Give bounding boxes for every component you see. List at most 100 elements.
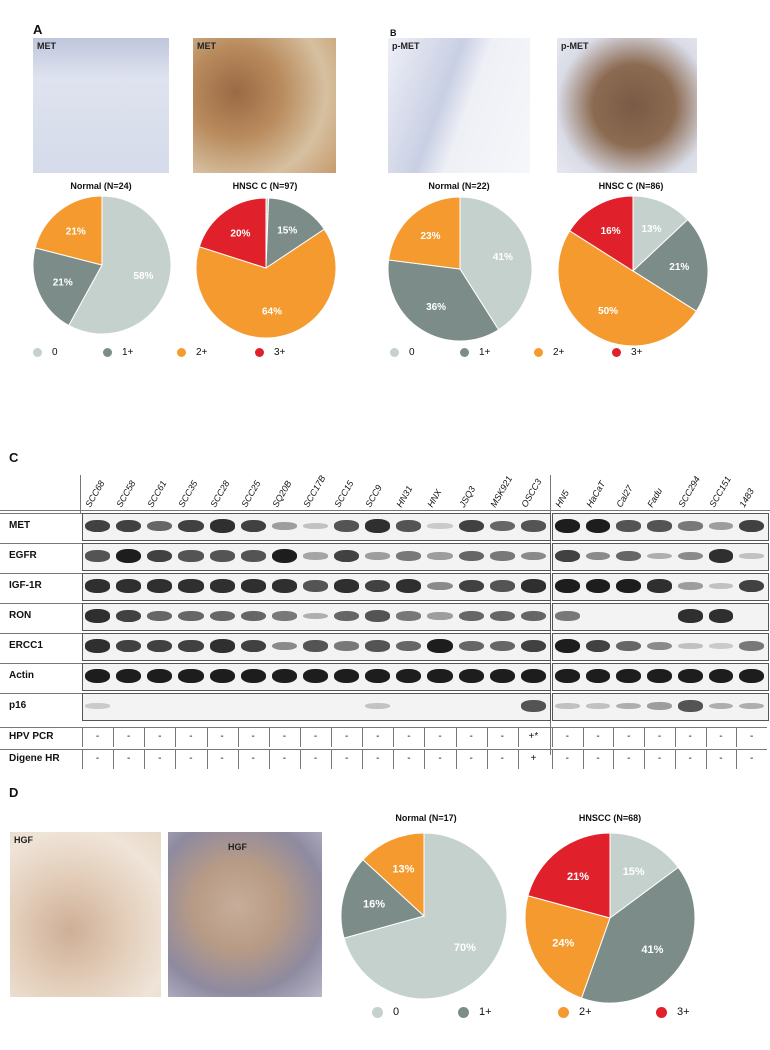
blot-band [647, 579, 672, 593]
divider [144, 727, 146, 747]
legend-item: 0 [33, 347, 95, 358]
pcr-cell: - [657, 753, 662, 764]
blot-band [555, 703, 580, 709]
pie-chart-normal-hgf: 70% 16% 13% [340, 832, 508, 1000]
divider [455, 727, 457, 747]
pcr-cell: - [596, 731, 600, 742]
blot-band [334, 610, 360, 622]
divider [517, 727, 519, 747]
blot-band [178, 550, 204, 562]
legend-swatch [558, 1006, 569, 1018]
pcr-cell: - [251, 753, 255, 764]
normal-tissue-met-image: MET [33, 38, 169, 173]
divider [206, 749, 208, 769]
legend-a: 0 1+ 2+ 3+ [33, 347, 285, 358]
blot-band [616, 579, 642, 593]
divider [113, 749, 115, 769]
row-label: IGF-1R [9, 580, 42, 591]
row-label: p16 [9, 700, 27, 711]
blot-band [365, 703, 391, 709]
legend-item: 0 [390, 347, 452, 358]
blot-band [147, 549, 173, 563]
divider [674, 727, 676, 747]
pcr-cell: - [596, 753, 600, 764]
pcr-cell: - [344, 731, 349, 742]
blot-band [85, 609, 111, 623]
pie-slice-2plus [195, 228, 337, 339]
pie-slice-2plus [362, 832, 425, 918]
pcr-cell: - [749, 753, 754, 764]
pie-slice-label: 58% [133, 271, 153, 282]
blot-band [616, 640, 642, 652]
blot-band [302, 612, 329, 620]
pie-slice-0 [632, 195, 689, 273]
divider [299, 749, 301, 769]
pie-slice-label: 36% [426, 302, 446, 313]
blot-band [178, 519, 204, 533]
blot-band [520, 551, 546, 561]
blot-band [396, 611, 422, 621]
pcr-cell: - [189, 753, 193, 764]
blot-band [616, 550, 642, 562]
blot-band [677, 521, 703, 531]
pie-title-hnscc-hgf: HNSCC (N=68) [578, 813, 642, 823]
image-label: MET [197, 41, 216, 51]
blot-band [489, 580, 515, 592]
blot-band [677, 700, 703, 712]
divider [582, 727, 584, 747]
row-label: Actin [9, 670, 34, 681]
blot-row [82, 693, 551, 721]
blot-band [739, 641, 764, 651]
blot-band [555, 579, 580, 593]
blot-band [365, 579, 391, 593]
blot-band [677, 582, 703, 590]
blot-band [116, 669, 142, 683]
pcr-cell: - [500, 731, 504, 742]
pcr-cell: - [344, 753, 349, 764]
pcr-cell: - [220, 731, 224, 742]
blot-band [178, 639, 204, 653]
panel-label-d: D [9, 785, 19, 800]
divider [486, 727, 488, 747]
divider [674, 749, 676, 769]
panel-label-c: C [9, 450, 19, 465]
blot-band [334, 669, 360, 683]
hgf-tissue-image-low-mag: HGF [10, 832, 161, 997]
blot-band [585, 579, 611, 593]
blot-band [458, 550, 484, 562]
blot-band [647, 520, 672, 532]
pcr-cell: - [189, 731, 193, 742]
pie-slice-label: 16% [601, 226, 621, 237]
hgf-tissue-image-high-mag: HGF [168, 832, 322, 997]
pie-chart-normal-met: 58% 21% 21% [32, 195, 172, 335]
blot-band [708, 522, 734, 530]
lane-label: HaCaT [584, 479, 607, 509]
blot-band [520, 610, 546, 622]
pie-chart-hnscc-pmet: 13% 21% 50% 16% [557, 195, 709, 347]
divider [82, 727, 83, 747]
blot-band [458, 640, 484, 652]
divider [613, 727, 615, 747]
legend-swatch [460, 348, 469, 357]
legend-label: 2+ [196, 347, 208, 358]
blot-band [458, 579, 484, 593]
divider [486, 749, 488, 769]
pie-slice-3plus [568, 195, 634, 272]
image-label: p-MET [561, 41, 589, 51]
pie-slice-1plus [388, 259, 500, 342]
blot-band [520, 700, 546, 712]
divider [424, 749, 426, 769]
blot-band [555, 639, 580, 653]
blot-band [708, 609, 734, 623]
pie-slice-0 [68, 195, 172, 335]
divider [0, 603, 82, 604]
lane-label: SCC28 [207, 478, 232, 509]
blot-band [708, 549, 734, 563]
blot-band [396, 579, 422, 593]
blot-band [85, 519, 111, 533]
lane-label: SCC68 [83, 478, 107, 509]
blot-band [116, 609, 142, 623]
blot-band [555, 549, 580, 563]
blot-band [616, 520, 642, 532]
legend-item: 2+ [177, 347, 247, 358]
